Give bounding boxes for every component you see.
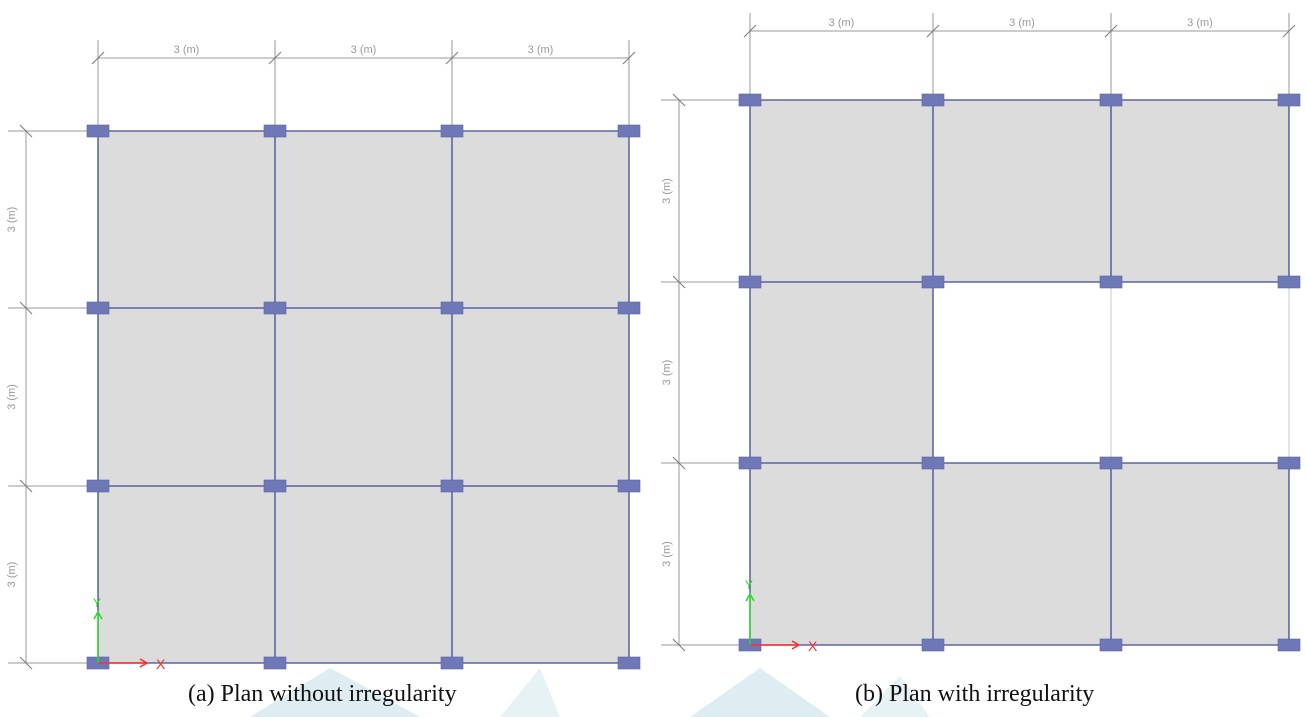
dimension-label-y: 3 (m) [6,207,18,233]
column-icon [86,479,110,493]
watermark-shape [500,668,560,717]
dimension-tick [622,51,636,65]
column-icon [263,124,287,138]
column-icon [440,656,464,670]
column-icon [263,656,287,670]
column-icon [921,93,945,107]
dimension-tick [926,24,940,38]
dimension-label-x: 3 (m) [528,44,554,56]
dimension-label-y: 3 (m) [661,360,673,386]
dimension-label-y: 3 (m) [6,384,18,410]
y-axis-arrowhead [93,610,103,620]
slab-panel [275,486,452,663]
column-icon [738,275,762,289]
plan-with-irregularity: 3 (m) 3 (m) 3 (m) 3 (m) 3 (m) 3 (m) X Y [661,13,1301,654]
slab-panel [452,486,629,663]
column-icon [617,656,641,670]
x-axis-label: X [808,638,818,654]
dimension-label-x: 3 (m) [1009,17,1035,29]
column-icon [440,479,464,493]
y-axis-label: Y [745,578,753,592]
x-axis-arrowhead [791,640,801,650]
slab-panel [750,100,933,282]
watermark-graphic [250,668,930,717]
slab-panel [98,131,275,308]
column-icon [921,275,945,289]
column-icon [738,456,762,470]
slab-panel [1111,100,1289,282]
plan-without-irregularity: 3 (m) 3 (m) 3 (m) 3 (m) 3 (m) 3 (m) X Y [6,40,641,672]
dimension-label-y: 3 (m) [661,541,673,567]
slab-panel [452,131,629,308]
watermark-shape [690,668,830,717]
dimension-tick [19,124,33,138]
dimension-tick [91,51,105,65]
slab-panel [750,463,933,645]
watermark-shape [250,668,420,717]
slab-panel [275,131,452,308]
caption-plan-b: (b) Plan with irregularity [855,681,1095,707]
column-icon [1277,93,1301,107]
dimension-tick [19,656,33,670]
column-icon [86,301,110,315]
slab-panel [933,463,1111,645]
dimension-tick [672,638,686,652]
dimension-tick [1282,24,1296,38]
slab-panel [750,282,933,463]
dimension-label-x: 3 (m) [1187,17,1213,29]
dimension-tick [445,51,459,65]
column-icon [1277,456,1301,470]
column-icon [1099,275,1123,289]
slab-panel [98,308,275,486]
dimension-tick [743,24,757,38]
dimension-label-x: 3 (m) [351,44,377,56]
slab-panel [933,100,1111,282]
column-icon [1277,638,1301,652]
column-icon [263,479,287,493]
slab-panel [275,308,452,486]
column-icon [617,301,641,315]
dimension-tick [268,51,282,65]
column-icon [86,124,110,138]
dimension-tick [672,93,686,107]
dimension-tick [1104,24,1118,38]
y-axis-arrowhead [745,592,755,602]
y-axis-label: Y [93,596,101,610]
column-icon [617,124,641,138]
dimension-tick [19,301,33,315]
slab-panel [98,486,275,663]
caption-plan-a: (a) Plan without irregularity [188,681,457,707]
column-icon [263,301,287,315]
slab-panel [1111,463,1289,645]
dimension-label-y: 3 (m) [6,562,18,588]
x-axis-arrowhead [139,658,149,668]
dimension-label-y: 3 (m) [661,178,673,204]
column-icon [1099,638,1123,652]
column-icon [617,479,641,493]
dimension-label-x: 3 (m) [829,17,855,29]
column-icon [921,456,945,470]
column-icon [1099,456,1123,470]
slab-panel [452,308,629,486]
x-axis-label: X [156,656,166,672]
column-icon [440,301,464,315]
column-icon [738,93,762,107]
column-icon [1277,275,1301,289]
column-icon [440,124,464,138]
dimension-tick [19,479,33,493]
column-icon [921,638,945,652]
watermark-shape [860,676,930,717]
dimension-tick [672,456,686,470]
dimension-tick [672,275,686,289]
dimension-label-x: 3 (m) [174,44,200,56]
column-icon [1099,93,1123,107]
